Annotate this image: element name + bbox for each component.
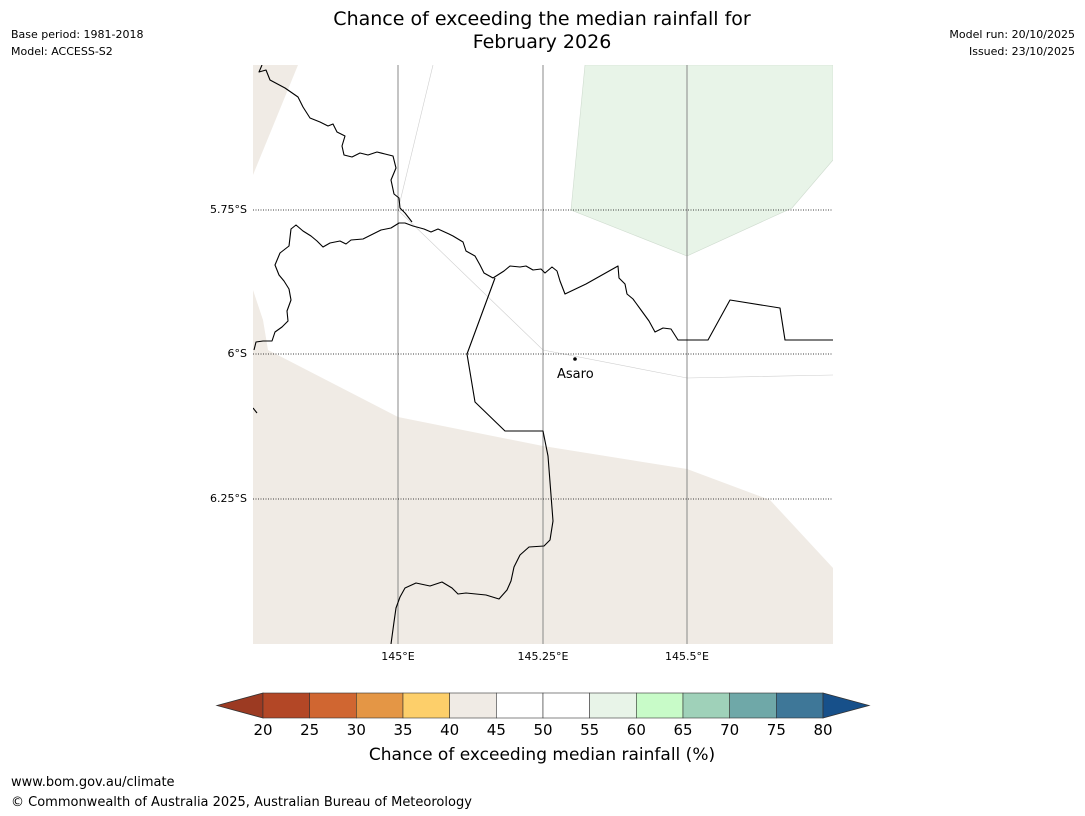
colorbar-tick-65: 65 [673, 721, 692, 739]
colorbar-tick-55: 55 [580, 721, 599, 739]
province-borders [253, 65, 833, 644]
lon-label-145-5: 145.5°E [665, 650, 709, 663]
colorbar-bins [262, 692, 824, 719]
colorbar-tick-labels: 20 25 30 35 40 45 50 55 60 65 70 75 80 [253, 721, 832, 739]
title-line-1: Chance of exceeding the median rainfall … [333, 8, 751, 30]
colorbar-bin-75-80 [776, 692, 824, 719]
model-label: Model: ACCESS-S2 [11, 45, 113, 58]
base-period-label: Base period: 1981-2018 [11, 28, 144, 41]
colorbar-tick-35: 35 [393, 721, 412, 739]
asaro-marker [573, 357, 577, 361]
issued-label: Issued: 23/10/2025 [968, 45, 1075, 58]
colorbar-tick-30: 30 [347, 721, 366, 739]
border-central [253, 222, 833, 351]
colorbar-bin-20-25 [262, 692, 310, 719]
colorbar-tick-75: 75 [767, 721, 786, 739]
title-line-2: February 2026 [472, 31, 612, 53]
colorbar-extend-high [822, 692, 871, 719]
border-south [390, 277, 554, 644]
colorbar-tick-70: 70 [720, 721, 739, 739]
colorbar-bin-55-60 [589, 692, 637, 719]
lat-label-6: 6°S [228, 347, 247, 360]
lat-label-5-75: 5.75°S [210, 203, 247, 216]
map-title: Chance of exceeding the median rainfall … [292, 8, 792, 54]
colorbar-tick-20: 20 [253, 721, 272, 739]
colorbar-bin-60-65 [636, 692, 684, 719]
lon-label-145: 145°E [381, 650, 414, 663]
tan-region-top-left [253, 65, 298, 175]
border-northwest [258, 65, 413, 223]
footer-copyright: © Commonwealth of Australia 2025, Austra… [11, 795, 472, 810]
colorbar-bin-65-70 [682, 692, 730, 719]
colorbar-extend-low [215, 692, 264, 719]
colorbar-bin-35-40 [402, 692, 450, 719]
model-run-label: Model run: 20/10/2025 [949, 28, 1075, 41]
colorbar-tick-45: 45 [487, 721, 506, 739]
map-panel [253, 65, 833, 644]
footer-url: www.bom.gov.au/climate [11, 775, 175, 790]
meta-right: Model run: 20/10/2025 Issued: 23/10/2025 [949, 26, 1075, 60]
colorbar-bin-50-55 [542, 692, 590, 719]
colorbar: 20 25 30 35 40 45 50 55 60 65 70 75 80 [215, 692, 871, 739]
colorbar-bin-40-45 [449, 692, 497, 719]
colorbar-bin-45-50 [496, 692, 544, 719]
colorbar-tick-50: 50 [533, 721, 552, 739]
colorbar-tick-80: 80 [813, 721, 832, 739]
asaro-label: Asaro [557, 367, 594, 382]
colorbar-bin-70-75 [729, 692, 777, 719]
colorbar-title: Chance of exceeding median rainfall (%) [368, 745, 716, 765]
lon-label-145-25: 145.25°E [518, 650, 569, 663]
contour-lines [397, 65, 833, 379]
border-west-edge [253, 407, 258, 414]
lat-label-6-25: 6.25°S [210, 492, 247, 505]
colorbar-tick-60: 60 [627, 721, 646, 739]
meta-left: Base period: 1981-2018 Model: ACCESS-S2 [11, 26, 143, 60]
colorbar-bin-30-35 [356, 692, 404, 719]
colorbar-tick-40: 40 [440, 721, 459, 739]
colorbar-bin-25-30 [309, 692, 357, 719]
graticule [253, 65, 833, 644]
colorbar-tick-25: 25 [300, 721, 319, 739]
